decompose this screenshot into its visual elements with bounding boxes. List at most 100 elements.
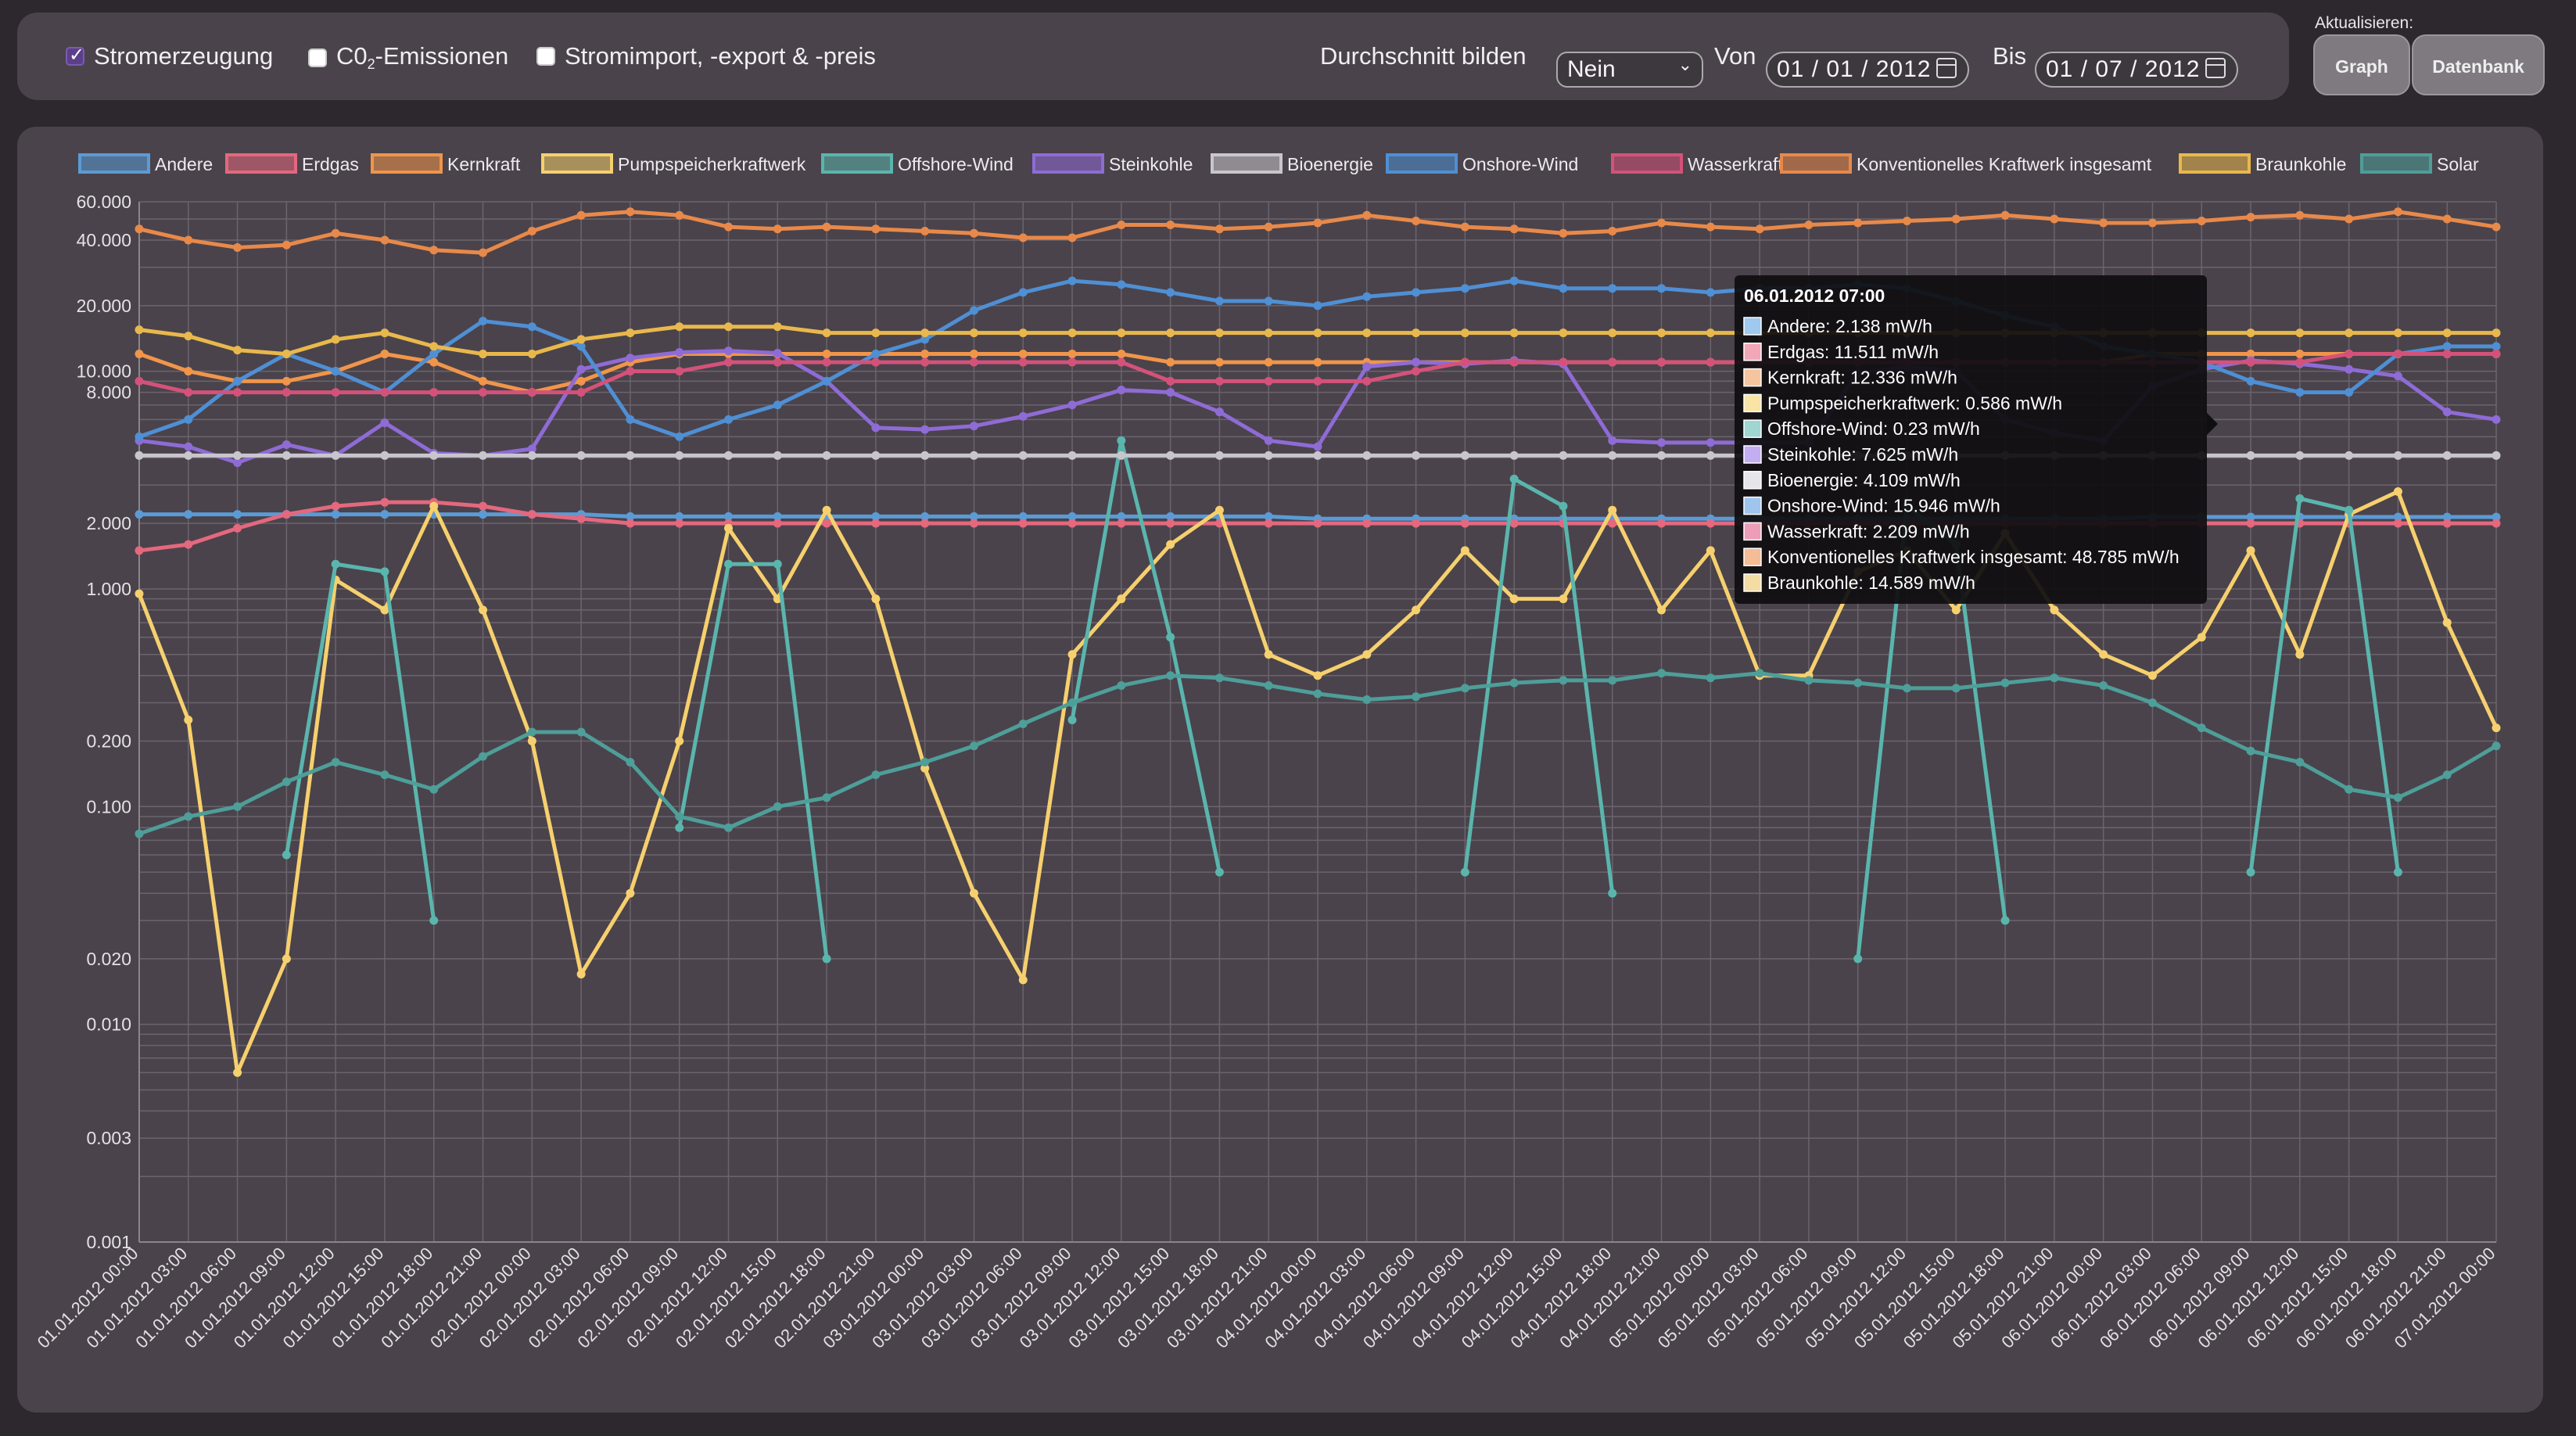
data-point (1117, 519, 1126, 528)
data-point (2345, 214, 2354, 224)
legend-label: Konventionelles Kraftwerk insgesamt (1857, 154, 2152, 174)
tooltip-swatch (1743, 471, 1762, 490)
data-point (1214, 673, 1224, 683)
data-point (724, 451, 733, 460)
y-tick-label: 8.000 (86, 382, 131, 403)
checkbox-label: Stromerzeugung (94, 42, 274, 70)
data-point (479, 605, 488, 615)
calendar-icon[interactable] (2205, 58, 2226, 78)
data-point (429, 246, 439, 255)
data-point (1559, 228, 1568, 238)
data-point (2442, 618, 2452, 627)
data-point (822, 357, 831, 367)
data-point (675, 432, 684, 441)
data-point (871, 519, 881, 528)
data-point (429, 501, 439, 511)
data-point (626, 415, 635, 424)
data-point (479, 451, 488, 460)
data-point (1166, 288, 1175, 297)
database-button[interactable]: Datenbank (2412, 34, 2545, 95)
data-point (2393, 328, 2402, 338)
data-point (773, 519, 782, 528)
data-point (2246, 328, 2255, 338)
data-point (184, 367, 193, 376)
data-point (1706, 673, 1715, 683)
data-point (675, 451, 684, 460)
data-point (2442, 519, 2452, 528)
data-point (576, 451, 586, 460)
data-point (527, 727, 536, 737)
data-point (576, 364, 586, 374)
data-point (871, 594, 881, 604)
data-point (675, 823, 684, 832)
checkbox-box[interactable] (66, 44, 84, 66)
data-point (2295, 357, 2305, 367)
data-point (2345, 505, 2354, 515)
data-point (331, 335, 340, 344)
data-point (1509, 474, 1519, 483)
data-point (1608, 436, 1617, 445)
data-point (135, 829, 144, 838)
data-point (135, 510, 144, 519)
data-point (1117, 436, 1126, 445)
data-point (1264, 436, 1273, 445)
checkbox-label: Stromimport, -export & -preis (565, 42, 876, 70)
data-point (626, 519, 635, 528)
data-point (773, 559, 782, 569)
data-point (724, 512, 733, 521)
data-point (822, 328, 831, 338)
to-date-input[interactable]: 01 / 07 / 2012 (2035, 52, 2238, 88)
data-point (1067, 512, 1077, 521)
data-point (1853, 678, 1863, 687)
checkbox-stromerzeugung[interactable]: Stromerzeugung (66, 42, 273, 70)
data-point (822, 222, 831, 232)
data-point (871, 451, 881, 460)
data-point (1460, 328, 1469, 338)
from-date-input[interactable]: 01 / 01 / 2012 (1766, 52, 1969, 88)
legend-swatch (225, 153, 297, 174)
data-point (135, 589, 144, 598)
data-point (282, 350, 291, 359)
tooltip-title: 06.01.2012 07:00 (1744, 285, 1885, 306)
data-point (233, 523, 242, 533)
data-point (1412, 216, 1421, 225)
legend-label: Wasserkraft (1688, 154, 1783, 174)
data-point (527, 322, 536, 332)
graph-button[interactable]: Graph (2313, 34, 2410, 95)
checkbox-box[interactable] (308, 48, 327, 67)
y-tick-label: 40.000 (77, 230, 131, 250)
checkbox-box[interactable] (536, 47, 555, 66)
data-point (2442, 451, 2452, 460)
data-point (969, 422, 978, 431)
data-point (1706, 328, 1715, 338)
data-point (1362, 328, 1372, 338)
data-point (2442, 342, 2452, 351)
legend-label: Braunkohle (2255, 154, 2346, 174)
data-point (1214, 224, 1224, 234)
data-point (1362, 519, 1372, 528)
data-point (1313, 671, 1322, 680)
data-point (282, 510, 291, 519)
data-point (1951, 605, 1961, 615)
data-point (1313, 519, 1322, 528)
data-point (626, 328, 635, 338)
data-point (2197, 723, 2206, 733)
data-point (969, 519, 978, 528)
data-point (576, 342, 586, 351)
data-point (724, 357, 733, 367)
tooltip-line: Pumpspeicherkraftwerk: 0.586 mW/h (1767, 393, 2062, 413)
data-point (822, 954, 831, 964)
legend-label: Andere (155, 154, 213, 174)
checkbox-stromimport[interactable]: Stromimport, -export & -preis (536, 42, 876, 70)
average-select[interactable]: Nein ⌄ (1556, 52, 1703, 88)
data-point (822, 451, 831, 460)
data-point (233, 802, 242, 811)
data-point (1214, 357, 1224, 367)
calendar-icon[interactable] (1936, 58, 1957, 78)
data-point (626, 757, 635, 766)
checkbox-co2-emissionen[interactable]: C02-Emissionen (308, 42, 508, 73)
data-point (1166, 388, 1175, 397)
data-point (675, 210, 684, 220)
data-point (2295, 210, 2305, 220)
data-point (1264, 451, 1273, 460)
